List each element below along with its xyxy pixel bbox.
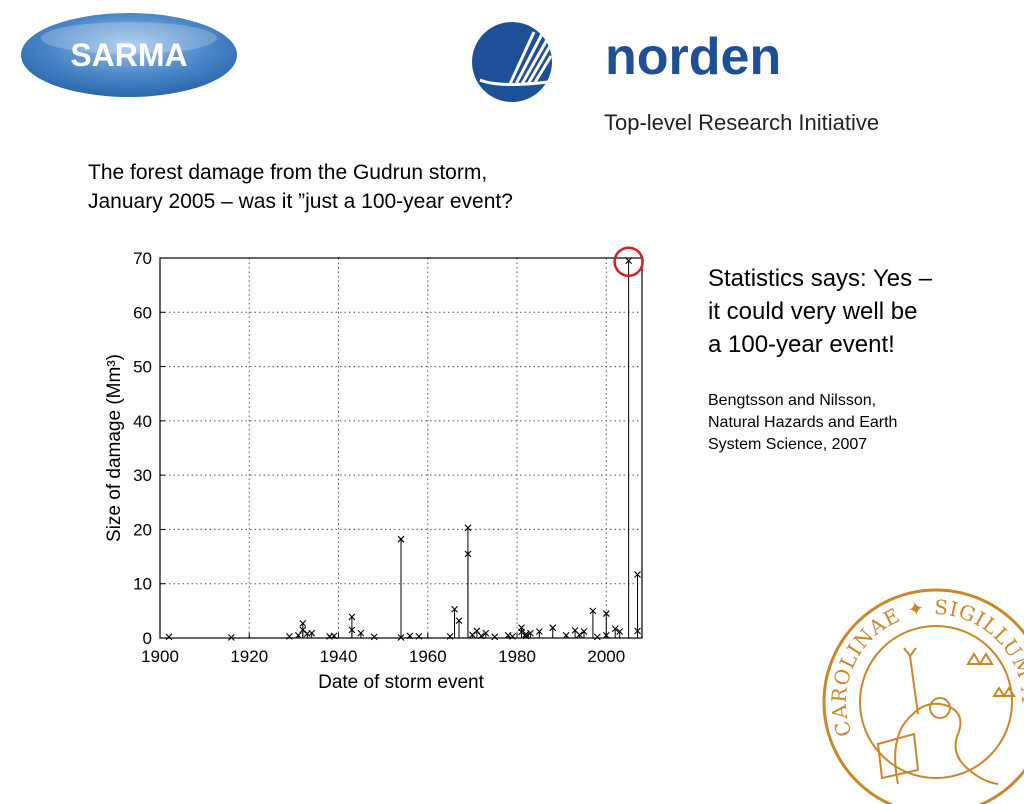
x-axis-label: Date of storm event	[318, 672, 485, 693]
x-tick-label: 2000	[587, 647, 625, 666]
norden-logo-text: norden	[605, 28, 781, 86]
statistics-statement: Statistics says: Yes – it could very wel…	[708, 262, 1008, 361]
statistics-line-1: Statistics says: Yes –	[708, 265, 933, 292]
data-point	[549, 624, 557, 632]
y-tick-label: 40	[133, 412, 152, 431]
highlight-circle	[613, 246, 644, 277]
sarma-logo: SARMA	[21, 13, 237, 97]
chart-points	[165, 257, 641, 641]
reference-citation: Bengtsson and Nilsson, Natural Hazards a…	[708, 390, 1008, 456]
slide-title: The forest damage from the Gudrun storm,…	[88, 158, 648, 216]
data-point	[299, 619, 307, 627]
x-tick-label: 1980	[498, 647, 536, 666]
chart-stems	[168, 260, 639, 638]
reference-line-3: System Science, 2007	[708, 436, 868, 453]
x-tick-label: 1900	[141, 647, 179, 666]
data-point	[589, 607, 597, 615]
data-point	[580, 628, 588, 635]
sarma-logo-text: SARMA	[70, 37, 187, 73]
data-point	[576, 631, 583, 639]
norden-subtitle: Top-level Research Initiative	[604, 110, 879, 135]
data-point	[294, 631, 302, 639]
y-tick-label: 50	[133, 358, 152, 377]
x-tick-label: 1920	[230, 647, 268, 666]
slide-title-line-2: January 2005 – was it ”just a 100-year e…	[88, 190, 513, 213]
data-point	[616, 628, 624, 635]
x-tick-label: 1940	[320, 647, 358, 666]
reference-line-2: Natural Hazards and Earth	[708, 414, 898, 431]
y-tick-label: 10	[133, 575, 152, 594]
statistics-line-2: it could very well be	[708, 298, 918, 325]
chart-ticks: 1900 1920 1940 1960 1980 2000 0 10 20 30 40 50 60 70	[133, 249, 625, 666]
data-point	[625, 257, 632, 265]
data-point	[491, 633, 499, 641]
data-point	[482, 629, 490, 637]
data-point	[634, 571, 641, 578]
plot-frame	[159, 257, 643, 639]
data-point	[370, 633, 378, 641]
data-point	[348, 626, 356, 634]
data-point	[593, 633, 601, 641]
data-point	[348, 613, 356, 621]
y-axis-label: Size of damage (Mm³)	[104, 354, 125, 542]
data-point	[611, 625, 619, 633]
y-tick-label: 60	[133, 303, 152, 322]
statistics-line-3: a 100-year event!	[708, 331, 895, 358]
data-point	[308, 629, 316, 637]
data-point	[634, 627, 641, 635]
slide-title-line-1: The forest damage from the Gudrun storm,	[88, 161, 488, 184]
data-point	[527, 629, 534, 637]
lion-icon	[876, 647, 1016, 785]
university-seal-icon: CAROLINAE ✦ SIGILLUM ADVT RVMQVE	[818, 584, 1024, 804]
data-point	[455, 617, 463, 625]
data-point	[602, 610, 610, 617]
data-point	[464, 550, 472, 558]
data-point	[464, 524, 472, 532]
y-tick-label: 0	[143, 629, 152, 648]
y-tick-label: 20	[133, 520, 152, 539]
x-tick-label: 1960	[409, 647, 447, 666]
data-point	[397, 535, 405, 543]
chart-grid	[160, 258, 642, 638]
data-point	[451, 605, 458, 613]
data-point	[165, 633, 173, 641]
data-point	[562, 631, 570, 639]
data-point	[535, 628, 543, 635]
damage-chart: 1900 1920 1940 1960 1980 2000010203040506070 …	[104, 246, 644, 693]
y-tick-label: 70	[133, 249, 152, 268]
swan-icon	[472, 22, 553, 102]
data-point	[357, 629, 365, 637]
norden-logo: norden Top-level Research Initiative	[472, 22, 879, 135]
reference-line-1: Bengtsson and Nilsson,	[708, 392, 877, 409]
y-tick-label: 30	[133, 466, 152, 485]
